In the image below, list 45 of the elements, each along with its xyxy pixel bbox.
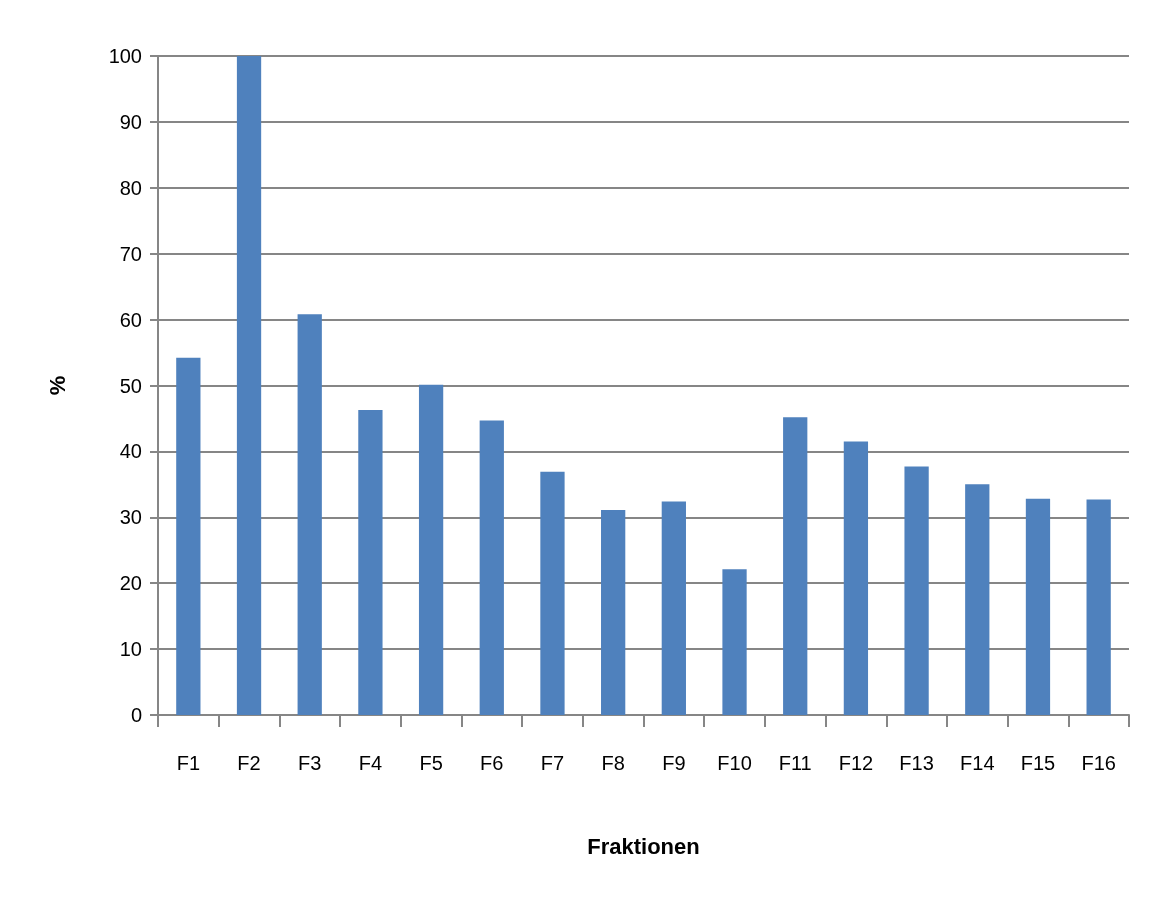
y-tick-label: 30 xyxy=(119,506,142,529)
x-tick-label: F12 xyxy=(838,752,874,774)
bar xyxy=(176,357,201,715)
y-tick-label: 20 xyxy=(119,572,142,595)
y-tick-label: 70 xyxy=(119,242,142,265)
y-tick-label: 100 xyxy=(108,45,142,67)
x-tick-label: F11 xyxy=(778,752,812,774)
bar xyxy=(965,484,990,715)
bar xyxy=(1086,499,1111,715)
bar xyxy=(783,417,808,715)
y-axis-title: % xyxy=(44,375,70,396)
x-tick-label: F15 xyxy=(1020,752,1056,774)
x-tick-label: F14 xyxy=(960,752,995,774)
bar xyxy=(540,471,565,715)
bar xyxy=(479,420,504,715)
bar xyxy=(661,501,686,715)
y-tick-label: 50 xyxy=(119,374,142,397)
x-tick-label: F16 xyxy=(1081,752,1116,774)
bar xyxy=(297,314,322,715)
bar xyxy=(358,409,383,715)
x-axis-title: Fraktionen xyxy=(587,833,700,859)
x-tick-label: F10 xyxy=(717,752,752,774)
y-tick-label: 80 xyxy=(119,176,142,199)
bar xyxy=(1025,498,1051,715)
y-tick-label: 0 xyxy=(130,704,142,726)
x-tick-label: F8 xyxy=(601,752,625,774)
x-tick-label: F3 xyxy=(298,752,322,774)
y-tick-label: 40 xyxy=(119,440,142,463)
x-tick-label: F2 xyxy=(237,752,261,774)
bar xyxy=(722,569,747,715)
bar xyxy=(418,384,444,715)
x-tick-label: F5 xyxy=(419,752,443,774)
x-tick-label: F6 xyxy=(480,752,504,774)
x-tick-label: F7 xyxy=(540,752,565,774)
bar xyxy=(904,466,929,715)
bar xyxy=(843,441,869,715)
x-tick-label: F13 xyxy=(899,752,934,774)
y-tick-label: 60 xyxy=(119,308,142,331)
bar xyxy=(236,56,262,715)
x-tick-label: F9 xyxy=(662,752,686,774)
y-tick-label: 10 xyxy=(119,638,142,661)
bar xyxy=(601,510,626,715)
x-tick-label: F4 xyxy=(358,752,383,774)
x-tick-label: F1 xyxy=(176,752,201,774)
y-tick-label: 90 xyxy=(119,110,142,133)
